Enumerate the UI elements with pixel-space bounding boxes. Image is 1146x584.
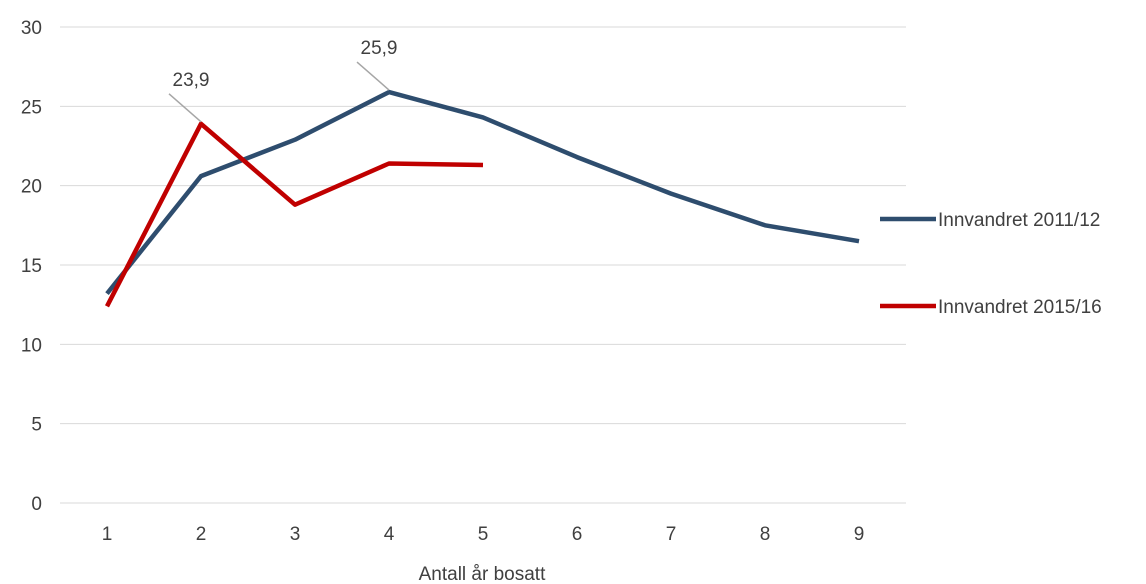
y-tick-label: 25: [21, 97, 42, 118]
y-tick-label: 10: [21, 335, 42, 356]
data-label-leader: [356, 61, 390, 91]
x-tick-label: 2: [196, 524, 207, 545]
x-tick-label: 6: [572, 524, 583, 545]
series-line-1: [105, 89, 860, 296]
x-tick-label: 7: [666, 524, 677, 545]
x-tick-label: 8: [760, 524, 771, 545]
gridlines: [60, 26, 906, 504]
series-lines: [104, 89, 860, 308]
y-tick-label: 15: [21, 256, 42, 277]
x-axis-title: Antall år bosatt: [419, 564, 546, 584]
data-label: 25,9: [361, 38, 398, 59]
x-tick-label: 1: [102, 524, 113, 545]
x-tick-label: 3: [290, 524, 301, 545]
series-line-2: [104, 121, 484, 308]
x-tick-label: 9: [854, 524, 865, 545]
x-tick-label: 4: [384, 524, 395, 545]
y-tick-label: 5: [31, 415, 42, 436]
legend: Innvandret 2011/12 Innvandret 2015/16: [880, 210, 1102, 318]
data-labels: 23,9 25,9: [168, 38, 398, 123]
y-tick-label: 20: [21, 177, 42, 198]
y-tick-label: 30: [21, 18, 42, 39]
data-label-leader: [168, 93, 202, 123]
legend-label: Innvandret 2011/12: [938, 210, 1100, 231]
data-label: 23,9: [173, 70, 210, 91]
y-tick-label: 0: [31, 494, 42, 515]
legend-label: Innvandret 2015/16: [938, 297, 1102, 318]
y-axis-ticks: 0 5 10 15 20 25 30: [21, 18, 42, 515]
x-tick-label: 5: [478, 524, 489, 545]
x-axis-ticks: 1 2 3 4 5 6 7 8 9: [102, 524, 865, 545]
